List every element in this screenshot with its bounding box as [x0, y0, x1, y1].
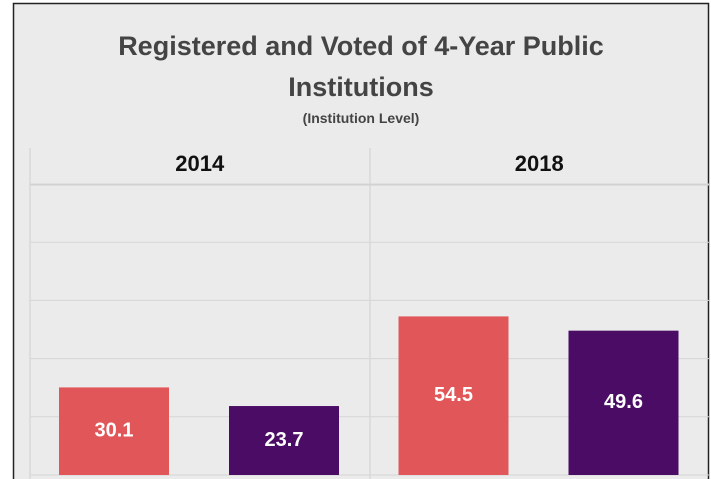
value-label: 49.6 — [604, 391, 643, 413]
bar — [59, 387, 169, 475]
bar — [229, 406, 339, 475]
bar — [398, 316, 509, 475]
value-label: 23.7 — [265, 429, 304, 451]
panel-header: 2014 — [175, 151, 225, 176]
value-label: 54.5 — [434, 384, 473, 406]
chart-title: Registered and Voted of 4-Year Public In… — [118, 31, 604, 102]
chart-subtitle: (Institution Level) — [302, 110, 420, 126]
value-label: 30.1 — [95, 419, 134, 441]
bar — [568, 330, 679, 475]
panel-header: 2018 — [515, 151, 564, 176]
